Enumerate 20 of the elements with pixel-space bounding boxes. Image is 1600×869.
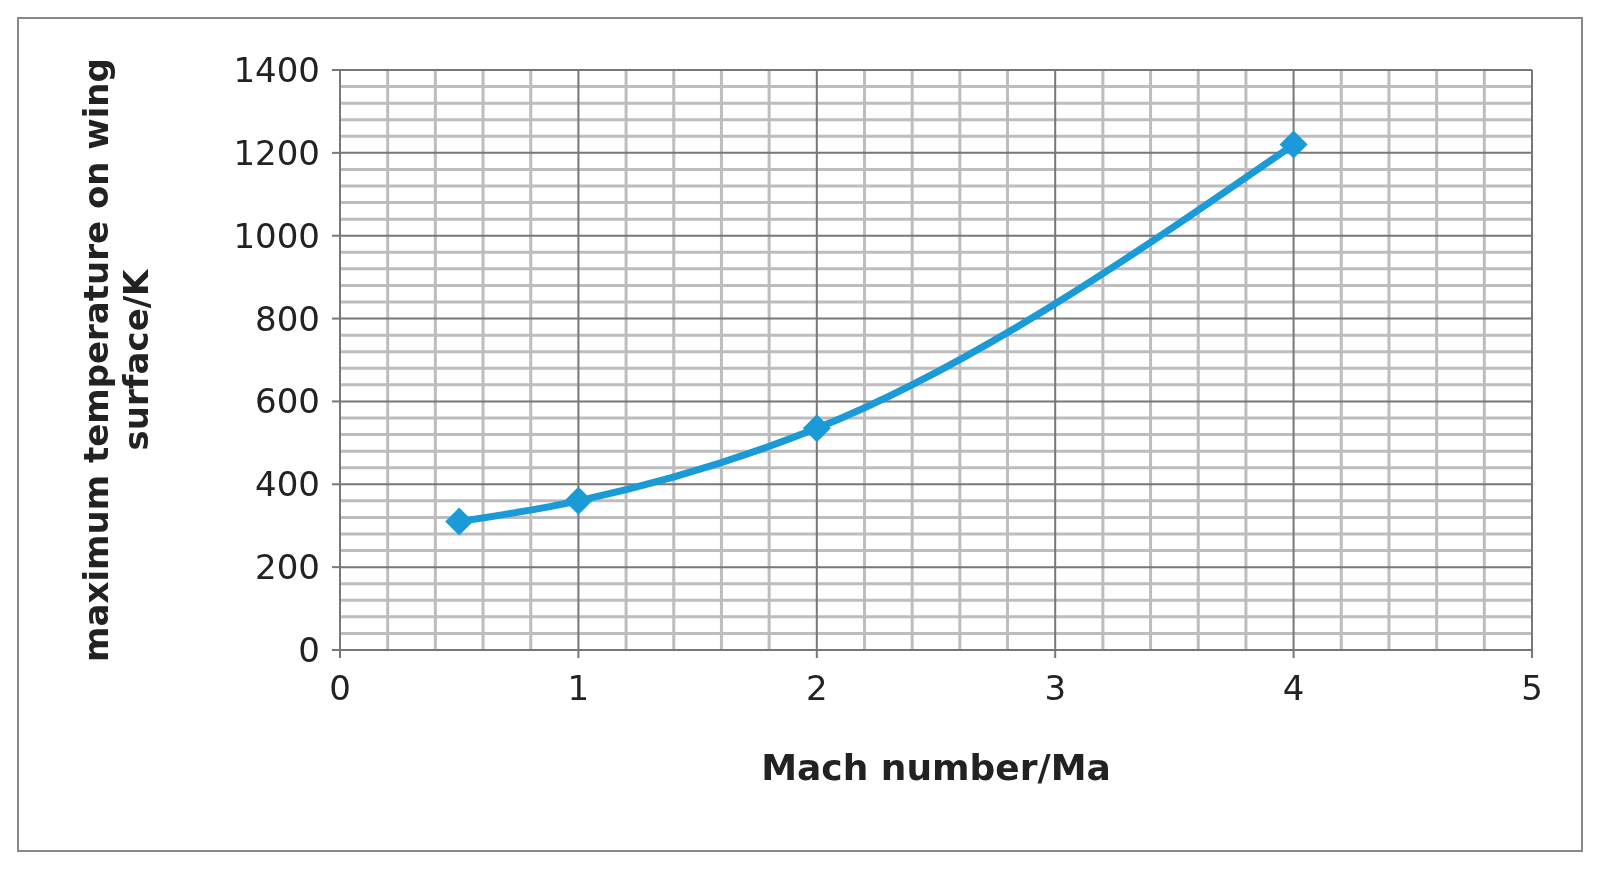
point [445,507,474,536]
y-axis-title: maximum temperature on wing surface/K [76,58,156,662]
point [1279,130,1308,159]
y-tick-label: 200 [255,547,320,588]
point [564,486,593,515]
y-tick-label: 800 [255,298,320,339]
point [802,414,831,443]
x-axis-title: Mach number/Ma [761,747,1111,788]
y-tick-label: 400 [255,464,320,505]
y-tick-label: 0 [298,630,320,670]
x-tick-label: 2 [805,668,828,708]
x-tick-label: 4 [1282,668,1305,708]
y-tick-label: 1000 [233,215,320,256]
y-tick-label: 1200 [233,132,320,173]
x-tick-label: 1 [567,668,590,708]
x-tick-label: 5 [1521,668,1543,708]
x-tick-label: 0 [329,668,351,708]
x-tick-label: 3 [1044,668,1067,708]
y-tick-label: 600 [255,381,320,422]
y-tick-label: 1400 [233,50,320,90]
